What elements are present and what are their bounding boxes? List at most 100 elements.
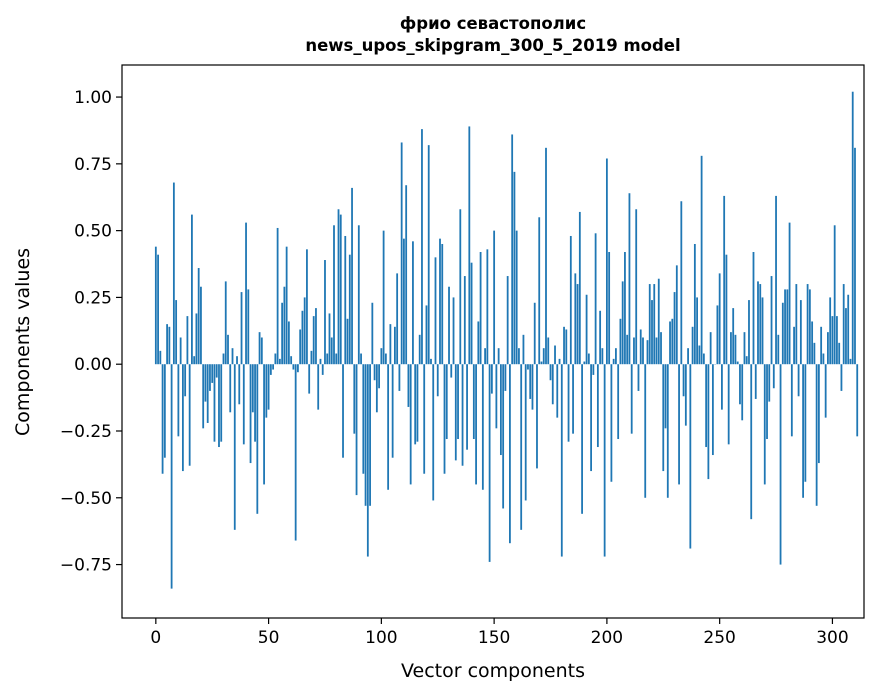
bar — [297, 364, 299, 373]
bar — [193, 356, 196, 365]
bar — [497, 348, 500, 365]
bar — [423, 364, 426, 474]
bar — [283, 286, 286, 365]
bar — [790, 364, 793, 437]
bar — [484, 348, 486, 365]
bar — [815, 364, 818, 506]
bar — [757, 281, 759, 365]
bar — [619, 318, 622, 365]
bar — [567, 364, 570, 442]
bar — [817, 364, 820, 464]
bar — [466, 364, 468, 450]
y-tick-label: −0.25 — [60, 422, 112, 442]
bar — [315, 308, 317, 365]
bar — [513, 171, 516, 365]
x-tick-label: 0 — [150, 628, 161, 648]
bar — [678, 364, 680, 485]
bar — [360, 353, 362, 365]
bar — [608, 252, 611, 365]
bar — [545, 147, 547, 365]
bar — [781, 302, 784, 365]
bar — [779, 364, 782, 565]
bar — [258, 332, 261, 365]
bar — [563, 326, 565, 365]
bar — [711, 364, 714, 456]
bar — [175, 300, 178, 365]
bar — [533, 302, 536, 365]
bar — [486, 249, 489, 365]
bar — [337, 209, 340, 365]
bar — [750, 364, 753, 520]
bar — [680, 201, 683, 365]
bar — [831, 316, 834, 365]
bar — [247, 289, 250, 365]
bar — [693, 243, 696, 365]
bar — [249, 364, 252, 464]
bar — [242, 364, 245, 445]
bar — [303, 297, 306, 365]
bar — [353, 364, 356, 434]
bar — [294, 364, 297, 541]
bar — [502, 364, 505, 509]
bar — [222, 353, 225, 365]
bar — [335, 353, 338, 365]
bar — [439, 238, 441, 365]
bar — [204, 364, 207, 402]
bar — [687, 348, 689, 365]
y-tick-label: −0.75 — [60, 556, 112, 576]
bar — [260, 337, 263, 365]
bar — [565, 329, 568, 365]
bar — [653, 284, 656, 365]
bar — [633, 337, 635, 365]
bar — [357, 225, 360, 365]
bar — [159, 350, 162, 365]
bar — [382, 230, 385, 365]
bar — [328, 313, 331, 365]
x-tick-label: 100 — [365, 628, 397, 648]
bar — [362, 364, 365, 474]
bar — [396, 273, 399, 365]
x-tick-label: 50 — [258, 628, 280, 648]
bar — [702, 353, 705, 365]
bar — [186, 316, 189, 365]
bar — [256, 364, 259, 514]
bar — [481, 364, 484, 490]
bar — [346, 318, 349, 365]
bar — [290, 356, 293, 365]
bar — [673, 292, 676, 365]
bar — [723, 195, 726, 365]
bar — [457, 364, 459, 440]
bar — [400, 142, 403, 365]
bar — [761, 297, 764, 365]
bar — [281, 302, 284, 365]
bar — [763, 364, 766, 485]
bar — [215, 364, 218, 378]
bar — [732, 308, 735, 365]
bar — [727, 364, 730, 445]
bar — [267, 364, 270, 410]
bar — [168, 326, 171, 365]
bar — [599, 310, 602, 365]
bar — [351, 187, 353, 365]
bar — [648, 284, 651, 365]
bar — [802, 364, 804, 498]
bar — [768, 364, 771, 402]
bar — [759, 284, 762, 365]
bar — [716, 305, 719, 365]
bar — [610, 364, 613, 482]
bar — [224, 281, 227, 365]
bar — [671, 318, 674, 365]
bar — [542, 348, 545, 365]
bar — [770, 276, 773, 365]
bar — [369, 364, 371, 506]
y-tick-label: −0.50 — [60, 489, 112, 509]
bar — [364, 364, 367, 506]
bar — [741, 364, 744, 421]
bar — [220, 364, 223, 442]
bar — [558, 358, 561, 365]
bar — [321, 364, 324, 375]
bar — [730, 332, 732, 365]
bar — [624, 252, 626, 365]
bar — [833, 225, 836, 365]
